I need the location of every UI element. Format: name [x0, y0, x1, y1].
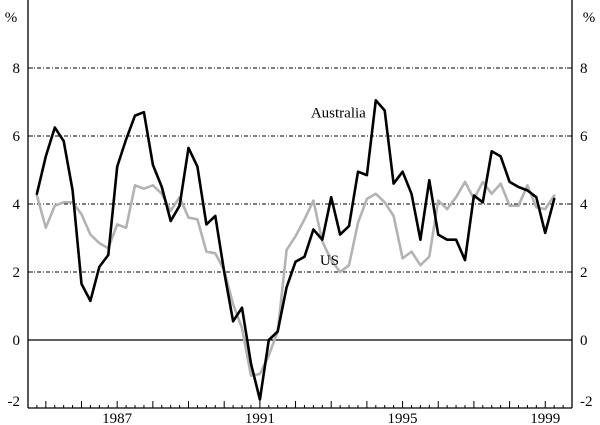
- label-layer: % % -2 -2 0 0 2 2 4 4 6 6 8 8 1987 1991 1995 1999 Austra…: [5, 10, 596, 425]
- left-y-tick-label: 4: [13, 197, 21, 213]
- x-tick-label: 1987: [102, 411, 133, 425]
- right-y-tick-label: 0: [580, 333, 588, 349]
- axis-layer: [27, 0, 573, 409]
- right-y-tick-label: 8: [580, 61, 588, 77]
- left-unit-label: %: [5, 10, 18, 26]
- left-y-tick-label: 0: [13, 333, 21, 349]
- left-y-tick-label: 6: [13, 129, 21, 145]
- series-line-australia: [35, 99, 556, 401]
- series-line-us: [35, 180, 556, 378]
- series-label-us: US: [320, 253, 339, 269]
- x-tick-label: 1999: [530, 411, 560, 425]
- left-y-tick-label: 2: [13, 265, 21, 281]
- grid-layer: [28, 67, 572, 341]
- right-y-tick-label: -2: [580, 394, 593, 410]
- right-unit-label: %: [583, 10, 596, 26]
- left-y-tick-label: 8: [13, 61, 21, 77]
- left-y-tick-label: -2: [8, 394, 21, 410]
- series-layer: [35, 99, 556, 401]
- x-tick-label: 1991: [245, 411, 275, 425]
- x-tick-label: 1995: [388, 411, 418, 425]
- right-y-tick-label: 4: [580, 197, 588, 213]
- right-y-tick-label: 6: [580, 129, 588, 145]
- right-y-tick-label: 2: [580, 265, 588, 281]
- series-label-australia: Australia: [311, 105, 366, 121]
